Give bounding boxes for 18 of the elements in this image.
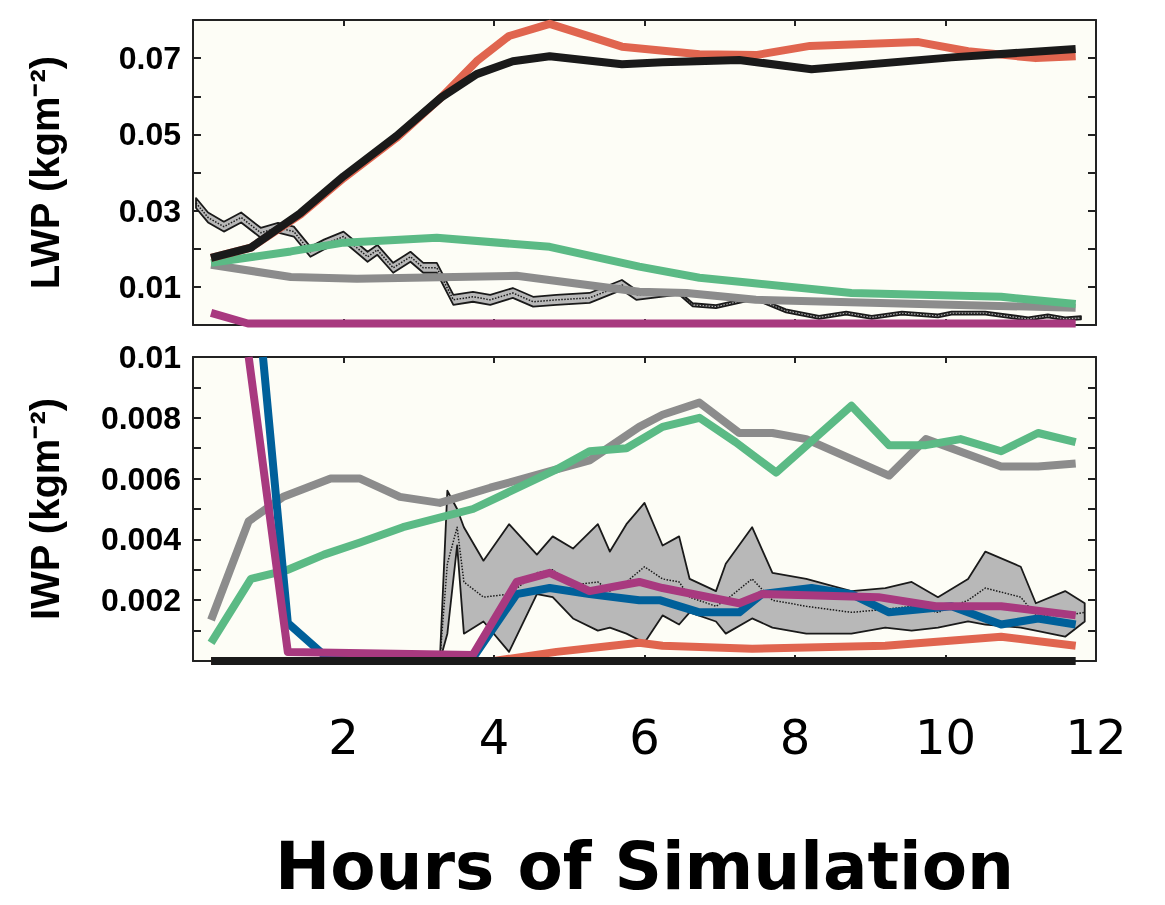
x-tick-label: 2 — [328, 709, 359, 765]
x-tick-label: 12 — [1065, 709, 1127, 765]
y-tick-label: 0.07 — [118, 40, 181, 77]
x-tick-label: 4 — [478, 709, 510, 765]
y-tick-label: 0.006 — [100, 460, 181, 497]
y-tick-label: 0.008 — [100, 399, 181, 436]
y-tick-label: 0.05 — [118, 116, 181, 153]
y-axis-title: LWP (kgm⁻²) — [23, 55, 67, 290]
x-tick-label: 8 — [779, 709, 811, 765]
y-tick-label: 0.002 — [100, 582, 181, 619]
x-tick-label: 6 — [629, 709, 660, 765]
y-tick-label: 0.03 — [118, 192, 181, 229]
y-tick-label: 0.01 — [118, 268, 181, 305]
y-tick-label: 0.004 — [100, 521, 182, 558]
y-axis-title: IWP (kgm⁻²) — [23, 397, 67, 621]
x-tick-label: 10 — [914, 709, 977, 765]
y-tick-label: 0.01 — [118, 339, 181, 375]
x-axis-title: Hours of Simulation — [275, 827, 1014, 905]
